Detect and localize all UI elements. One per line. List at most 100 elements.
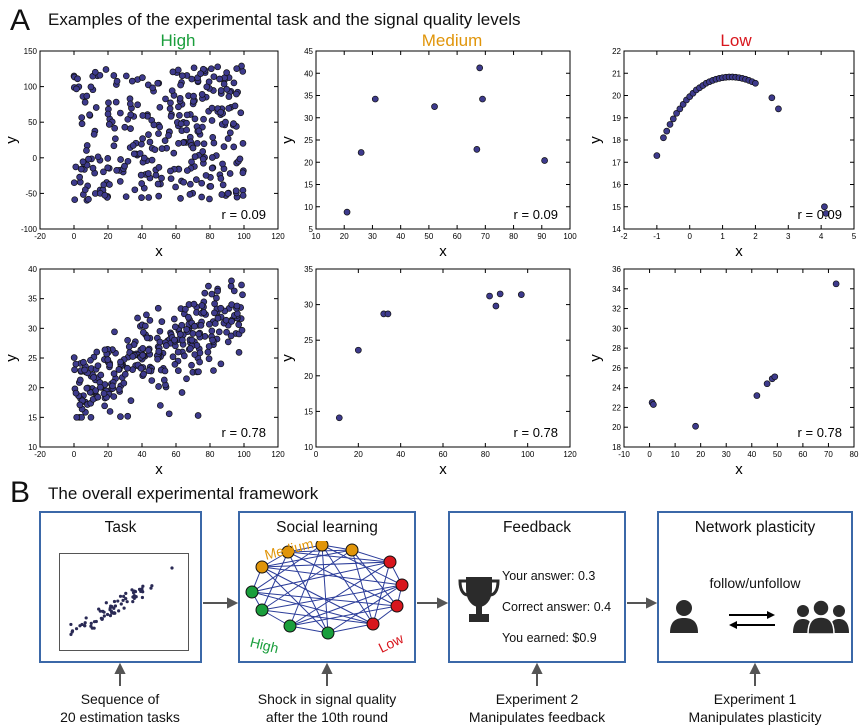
data-point: [154, 355, 161, 363]
x-tick-label: 60: [798, 450, 807, 459]
mini-point: [131, 595, 135, 599]
network-edge: [251, 544, 323, 593]
correlation-annotation: r = 0.78: [222, 425, 266, 440]
data-point: [486, 292, 493, 300]
data-point: [128, 77, 136, 85]
network-node: [321, 626, 335, 640]
data-point: [177, 81, 184, 89]
network-edge: [321, 544, 374, 625]
network-edge: [351, 549, 391, 563]
x-axis-label: x: [735, 243, 743, 260]
y-tick-label: 15: [304, 407, 313, 416]
data-point: [110, 142, 118, 150]
mini-point: [97, 607, 101, 611]
data-point: [72, 389, 80, 397]
data-point: [125, 343, 133, 351]
network-plasticity-box: Network plasticity follow/unfollow: [657, 511, 853, 663]
data-point: [177, 195, 184, 202]
y-tick-label: 22: [612, 47, 621, 56]
network-node: [345, 543, 359, 557]
data-point: [209, 134, 217, 141]
x-axis-label: x: [439, 243, 447, 260]
data-point: [230, 79, 238, 87]
caption-plasticity-line1: Experiment 1: [713, 691, 797, 707]
data-point: [138, 194, 145, 201]
y-tick-label: 30: [28, 324, 37, 333]
data-point: [217, 304, 225, 312]
data-point: [148, 156, 156, 164]
data-point: [167, 175, 175, 183]
mini-point: [111, 611, 116, 615]
y-tick-label: 21: [612, 69, 621, 78]
data-point: [178, 72, 186, 80]
x-tick-label: -20: [34, 450, 46, 459]
panel-b-title: The overall experimental framework: [48, 484, 319, 503]
data-point: [822, 210, 830, 217]
network-plasticity-title: Network plasticity: [694, 519, 816, 536]
mini-point: [102, 614, 106, 618]
data-point: [115, 366, 123, 373]
data-point: [492, 302, 500, 310]
data-point: [155, 192, 163, 200]
x-tick-label: 50: [773, 450, 782, 459]
mini-point: [130, 588, 134, 592]
data-point: [81, 186, 89, 194]
data-point: [673, 109, 680, 117]
network-edge: [351, 549, 398, 607]
data-point: [162, 342, 170, 349]
data-point: [479, 95, 486, 103]
data-point: [102, 66, 110, 73]
x-tick-label: 20: [340, 232, 349, 241]
data-point: [239, 68, 247, 75]
data-point: [235, 321, 243, 328]
data-point: [72, 360, 80, 368]
data-point: [166, 105, 174, 112]
data-point: [148, 377, 156, 384]
data-point: [169, 353, 177, 361]
data-point: [180, 352, 188, 360]
data-point: [230, 143, 238, 151]
data-point: [92, 104, 100, 111]
data-point: [126, 100, 134, 108]
data-point: [161, 137, 169, 144]
x-tick-label: 40: [396, 232, 405, 241]
data-point: [111, 328, 118, 336]
data-point: [143, 334, 151, 342]
data-point: [180, 178, 188, 186]
y-tick-label: 25: [304, 336, 313, 345]
data-point: [178, 321, 186, 329]
data-point: [210, 73, 218, 81]
data-point: [176, 112, 183, 119]
correlation-annotation: r = 0.09: [514, 207, 558, 222]
data-point: [139, 112, 147, 119]
data-point: [188, 361, 195, 369]
data-point: [146, 317, 154, 324]
data-point: [158, 145, 166, 152]
data-point: [121, 162, 128, 170]
x-tick-label: 100: [237, 450, 251, 459]
correlation-annotation: r = 0.78: [798, 425, 842, 440]
y-tick-label: 35: [304, 265, 313, 274]
y-tick-label: 5: [309, 225, 314, 234]
data-point: [239, 291, 246, 299]
data-point: [155, 130, 162, 137]
caption-plasticity-line2: Manipulates plasticity: [688, 709, 822, 725]
data-point: [208, 154, 216, 161]
data-point: [78, 114, 86, 121]
data-point: [117, 156, 124, 163]
data-point: [198, 193, 205, 201]
data-point: [106, 181, 113, 188]
data-point: [110, 72, 118, 79]
data-point: [171, 323, 179, 331]
data-point: [220, 143, 228, 150]
data-point: [650, 401, 657, 408]
mini-point: [112, 599, 117, 604]
mini-point: [131, 590, 136, 595]
data-point: [145, 131, 152, 138]
data-point: [205, 355, 213, 363]
data-point: [175, 140, 182, 147]
data-point: [87, 83, 95, 91]
task-box-title: Task: [104, 519, 137, 536]
data-point: [753, 392, 761, 399]
data-point: [150, 121, 158, 129]
